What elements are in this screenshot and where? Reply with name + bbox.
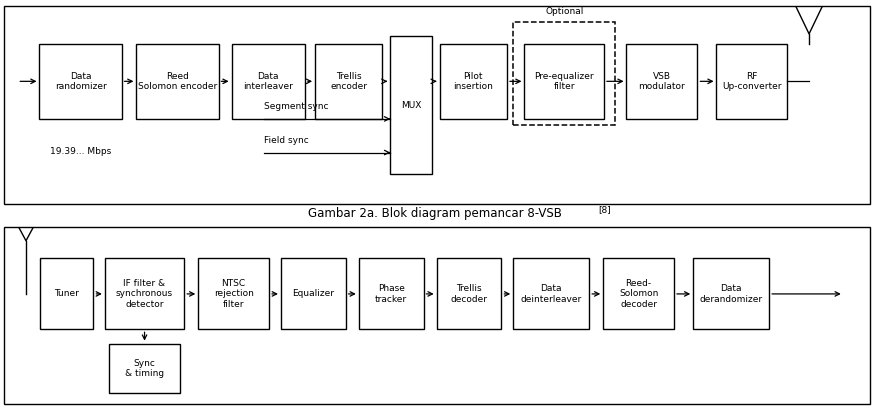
Text: Reed-
Solomon
decoder: Reed- Solomon decoder: [619, 279, 658, 309]
Text: [8]: [8]: [599, 206, 612, 215]
Text: Equalizer: Equalizer: [292, 289, 334, 298]
Text: Data
derandomizer: Data derandomizer: [699, 284, 763, 304]
Bar: [440, 44, 507, 119]
Text: Segment sync: Segment sync: [264, 102, 329, 111]
Bar: [39, 44, 121, 119]
Bar: [603, 258, 674, 329]
Text: VSB
modulator: VSB modulator: [639, 72, 685, 91]
Text: Data
interleaver: Data interleaver: [243, 72, 293, 91]
Text: Tuner: Tuner: [54, 289, 80, 298]
Bar: [627, 44, 697, 119]
Bar: [693, 258, 769, 329]
Bar: [391, 36, 432, 174]
Text: Sync
& timing: Sync & timing: [125, 358, 164, 378]
Text: IF filter &
synchronous
detector: IF filter & synchronous detector: [116, 279, 173, 309]
Text: Phase
tracker: Phase tracker: [375, 284, 407, 304]
Bar: [513, 258, 589, 329]
Text: Data
randomizer: Data randomizer: [55, 72, 107, 91]
Bar: [232, 44, 305, 119]
Bar: [437, 258, 502, 329]
Text: Field sync: Field sync: [264, 136, 309, 145]
Text: Gambar 2a. Blok diagram pemancar 8-VSB: Gambar 2a. Blok diagram pemancar 8-VSB: [309, 206, 565, 220]
Bar: [513, 22, 615, 125]
Text: Data
deinterleaver: Data deinterleaver: [521, 284, 582, 304]
Bar: [109, 344, 180, 393]
Bar: [524, 44, 604, 119]
Text: Trellis
decoder: Trellis decoder: [450, 284, 488, 304]
Text: Pre-equalizer
filter: Pre-equalizer filter: [534, 72, 594, 91]
Bar: [40, 258, 94, 329]
Bar: [717, 44, 787, 119]
Text: NTSC
rejection
filter: NTSC rejection filter: [214, 279, 253, 309]
Bar: [198, 258, 269, 329]
Text: RF
Up-converter: RF Up-converter: [722, 72, 781, 91]
Text: Pilot
insertion: Pilot insertion: [454, 72, 493, 91]
Text: 19.39... Mbps: 19.39... Mbps: [50, 147, 111, 156]
Text: Reed
Solomon encoder: Reed Solomon encoder: [138, 72, 217, 91]
Bar: [281, 258, 346, 329]
Text: MUX: MUX: [401, 101, 421, 110]
Bar: [136, 44, 218, 119]
Bar: [315, 44, 383, 119]
Text: Trellis
encoder: Trellis encoder: [330, 72, 367, 91]
Text: Optional: Optional: [545, 7, 583, 16]
Bar: [105, 258, 184, 329]
Bar: [358, 258, 424, 329]
